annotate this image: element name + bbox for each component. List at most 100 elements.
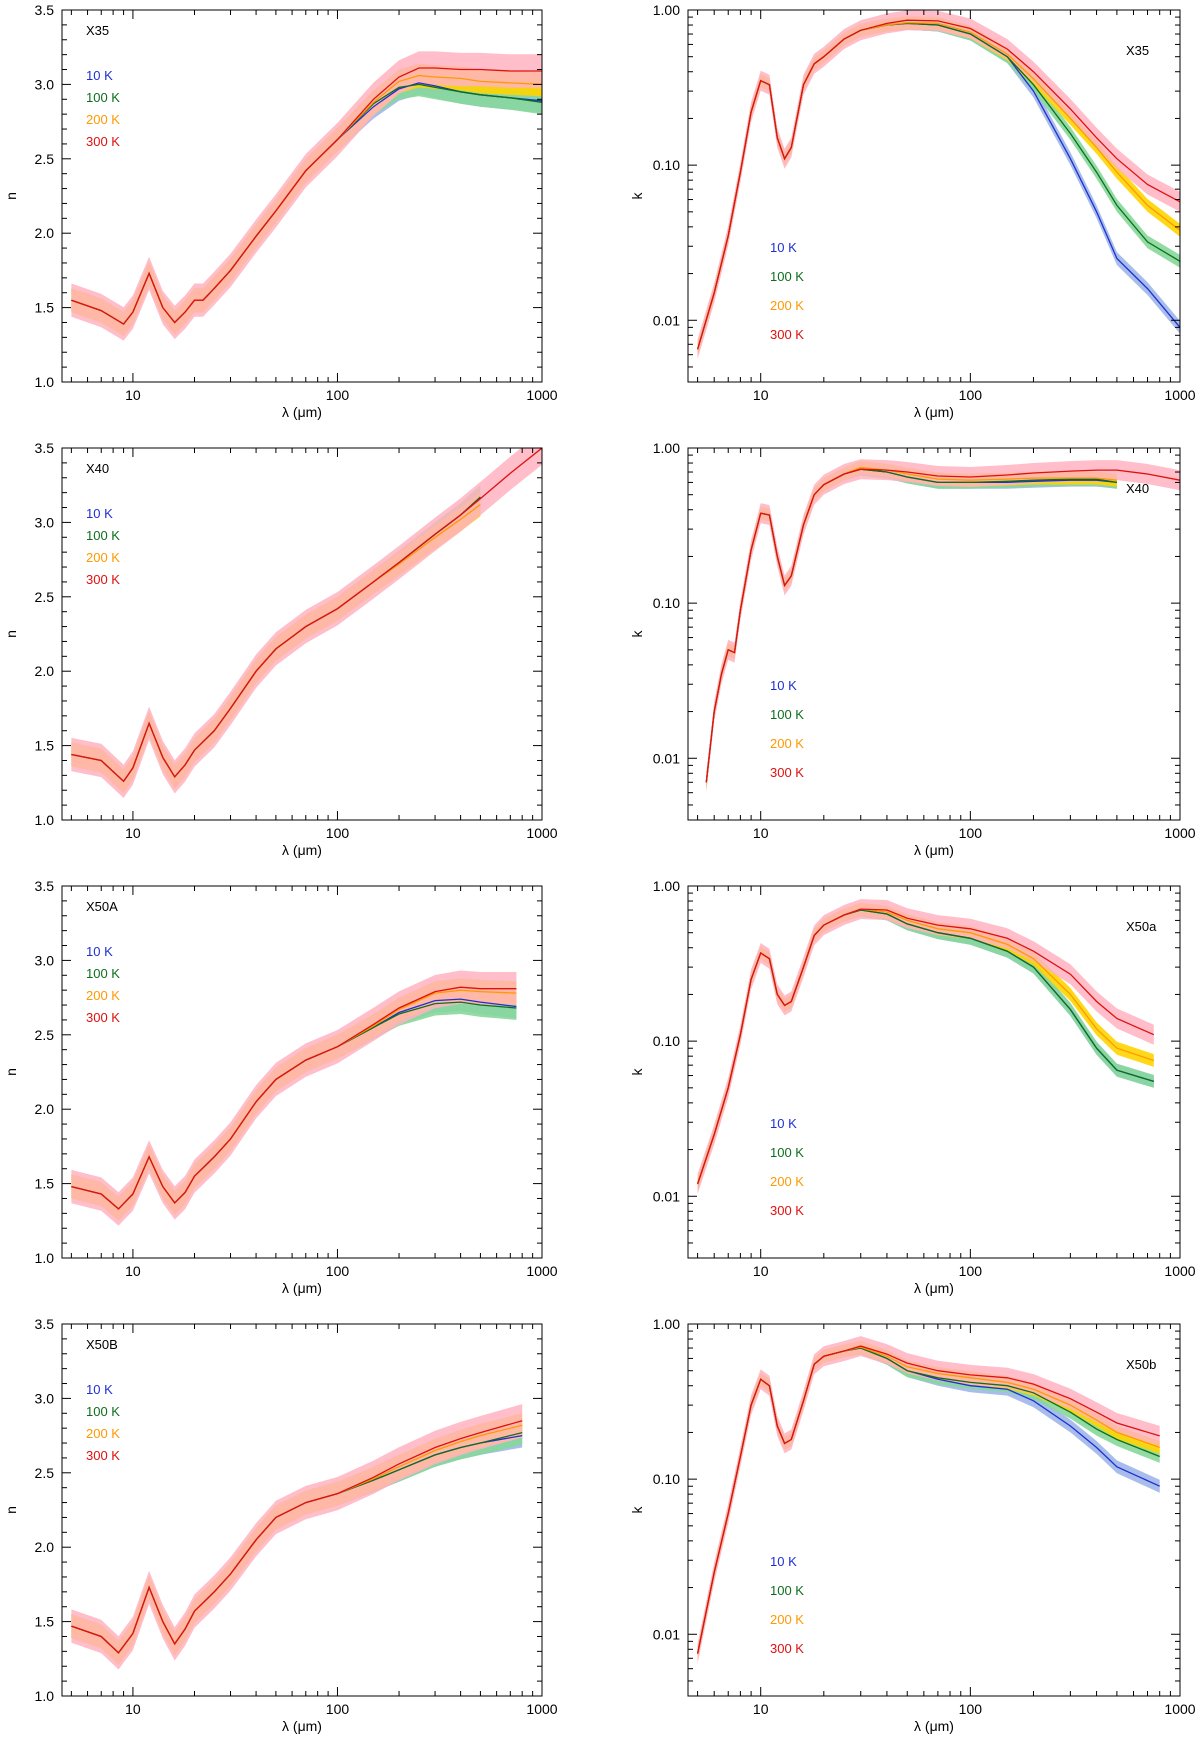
x-axis-label: λ (μm) [914, 404, 954, 420]
y-tick-label: 2.5 [35, 1027, 55, 1043]
y-tick-label: 3.0 [35, 76, 55, 92]
y-ticks [62, 1323, 542, 1697]
legend-entry-10k: 10 K [770, 678, 797, 693]
y-tick-label: 2.5 [35, 1465, 55, 1481]
series-line-300k [71, 448, 542, 783]
legend-entry-10k: 10 K [86, 68, 113, 83]
band-300k [71, 970, 517, 1226]
legend-entry-10k: 10 K [770, 240, 797, 255]
y-tick-label: 3.5 [35, 440, 55, 456]
legend-entry-200k: 200 K [86, 112, 120, 127]
x-tick-label: 10 [125, 1701, 141, 1717]
y-tick-label: 2.0 [35, 1101, 55, 1117]
legend-entry-100k: 100 K [770, 1145, 804, 1160]
x-tick-label: 100 [959, 387, 983, 403]
panel-x35-k: 10 100 1000 λ (μm) 0.01 0.10 1.00 k X35 10 K 100 K… [629, 2, 1196, 420]
series-line-300k [705, 468, 1180, 783]
legend-entry-300k: 300 K [86, 1010, 120, 1025]
y-tick-label: 3.5 [35, 2, 55, 18]
y-tick-label: 3.5 [35, 1316, 55, 1332]
x-tick-label: 10 [753, 1263, 769, 1279]
y-tick-label: 1.5 [35, 1614, 55, 1630]
band-300k [71, 1404, 523, 1670]
x-tick-label: 100 [326, 825, 350, 841]
x-tick-label: 1000 [1164, 1701, 1195, 1717]
band-300k [71, 51, 542, 341]
plot-area [71, 1404, 523, 1670]
y-tick-label: 0.01 [653, 750, 680, 766]
plot-frame [687, 885, 1181, 1259]
x-tick-label: 100 [959, 1701, 983, 1717]
x-tick-label: 10 [125, 825, 141, 841]
y-axis-label: k [629, 630, 645, 638]
x-ticks [70, 1324, 543, 1696]
y-tick-label: 0.01 [653, 1188, 680, 1204]
y-tick-label: 3.0 [35, 1390, 55, 1406]
x-tick-label: 10 [753, 1701, 769, 1717]
band-200k [71, 63, 542, 336]
series-line-300k [696, 908, 1155, 1185]
band-300k [697, 1336, 1160, 1664]
x-axis-label: λ (μm) [914, 842, 954, 858]
plot-area [705, 459, 1180, 793]
sample-label: X35 [1126, 43, 1149, 58]
y-axis-label: k [629, 1068, 645, 1076]
y-ticks [62, 447, 542, 821]
legend-entry-100k: 100 K [86, 1404, 120, 1419]
legend-entry-200k: 200 K [86, 550, 120, 565]
x-tick-label: 10 [125, 387, 141, 403]
x-axis-label: λ (μm) [282, 1280, 322, 1296]
band-300k [697, 899, 1154, 1194]
x-tick-label: 1000 [1164, 387, 1195, 403]
x-axis-label: λ (μm) [282, 842, 322, 858]
sample-label: X50B [86, 1337, 118, 1352]
y-tick-label: 1.0 [35, 1250, 55, 1266]
legend-entry-10k: 10 K [770, 1116, 797, 1131]
panel-x40-k: 10 100 1000 λ (μm) 0.01 0.10 1.00 k X40 10 K 100 K… [629, 440, 1196, 858]
y-tick-label: 1.5 [35, 1176, 55, 1192]
x-ticks [70, 10, 543, 382]
y-tick-label: 1.00 [653, 1316, 680, 1332]
x-tick-label: 1000 [526, 1701, 557, 1717]
sample-label: X40 [86, 461, 109, 476]
x-tick-label: 100 [959, 1263, 983, 1279]
legend-entry-300k: 300 K [770, 1203, 804, 1218]
y-tick-label: 0.10 [653, 1033, 680, 1049]
x-tick-label: 10 [125, 1263, 141, 1279]
y-tick-label: 1.0 [35, 1688, 55, 1704]
y-tick-label: 2.0 [35, 225, 55, 241]
x-axis-label: λ (μm) [914, 1718, 954, 1734]
legend-entry-200k: 200 K [86, 988, 120, 1003]
plot-area [696, 1336, 1160, 1664]
y-tick-label: 3.0 [35, 952, 55, 968]
sample-label: X50A [86, 899, 118, 914]
legend-entry-300k: 300 K [86, 572, 120, 587]
sample-label: X50a [1126, 919, 1157, 934]
series-line-300k [71, 1420, 523, 1654]
x-tick-label: 1000 [526, 1263, 557, 1279]
y-tick-label: 0.10 [653, 595, 680, 611]
x-tick-label: 100 [959, 825, 983, 841]
legend-entry-300k: 300 K [770, 1641, 804, 1656]
panel-x50a-k: 10 100 1000 λ (μm) 0.01 0.10 1.00 k X50a 10 K 100 … [629, 878, 1196, 1296]
panel-x50a-n: 10 100 1000 λ (μm) 1.0 1.5 2.0 2.5 3.0 3.5 n X50A 10… [3, 878, 558, 1296]
y-ticks [62, 885, 542, 1259]
legend-entry-100k: 100 K [770, 707, 804, 722]
y-axis-label: n [3, 1506, 19, 1514]
legend-entry-10k: 10 K [86, 1382, 113, 1397]
y-ticks [688, 447, 1180, 821]
x-ticks [70, 886, 543, 1258]
x-tick-label: 1000 [1164, 1263, 1195, 1279]
y-tick-label: 0.10 [653, 1471, 680, 1487]
y-tick-label: 1.00 [653, 878, 680, 894]
y-ticks [688, 9, 1180, 383]
sample-label: X35 [86, 23, 109, 38]
y-tick-label: 1.5 [35, 300, 55, 316]
plot-area [71, 970, 517, 1226]
legend-entry-300k: 300 K [86, 134, 120, 149]
legend-entry-100k: 100 K [86, 528, 120, 543]
legend-entry-300k: 300 K [86, 1448, 120, 1463]
x-ticks [697, 448, 1181, 820]
legend-entry-10k: 10 K [86, 944, 113, 959]
